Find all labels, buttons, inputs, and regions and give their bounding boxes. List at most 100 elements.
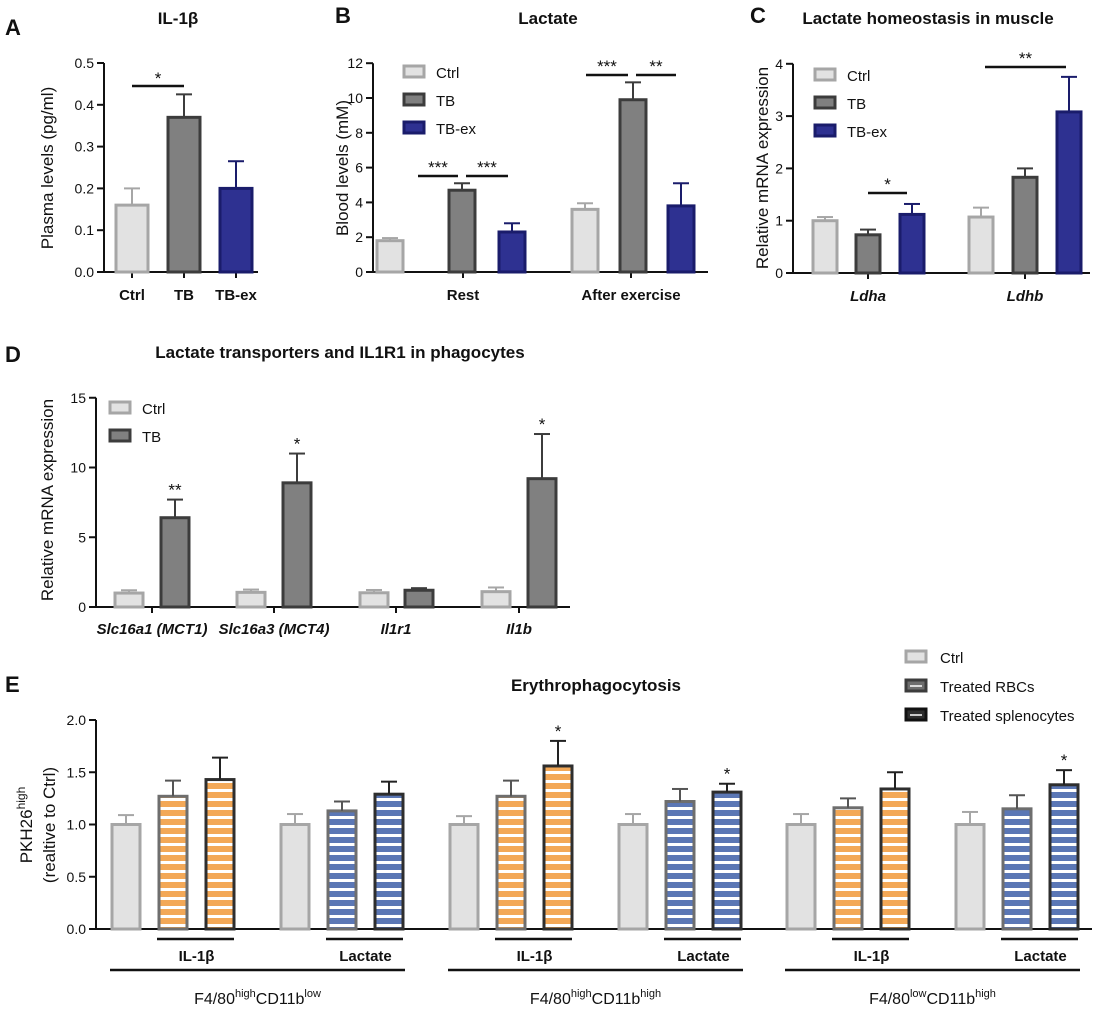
panel-c-bar-ctrl xyxy=(811,219,839,275)
panel-e-y-label: PKH26high xyxy=(14,787,36,864)
y-tick-label: 0.3 xyxy=(75,139,95,155)
panel-b-significance-label: ** xyxy=(649,57,663,76)
panel-e-bar xyxy=(373,792,405,931)
panel-b-error-bar xyxy=(577,202,593,210)
panel-e-error-bar xyxy=(793,813,809,825)
panel-b-title: Lactate xyxy=(518,9,578,28)
panel-b-significance-label: *** xyxy=(428,158,448,177)
y-tick-label: 4 xyxy=(355,194,363,210)
panel-c-y-label: Relative mRNA expression xyxy=(753,67,772,269)
panel-d-error-bar xyxy=(243,588,259,593)
panel-b-significance-label: *** xyxy=(597,57,617,76)
panel-e-group-label-part: CD11b xyxy=(592,991,641,1008)
panel-e-bar xyxy=(711,790,743,931)
panel-a-y-label: Plasma levels (pg/ml) xyxy=(38,87,57,250)
panel-e-error-bar xyxy=(962,810,978,825)
panel-e-bar xyxy=(1048,783,1080,931)
panel-e-treatment-label: Lactate xyxy=(1014,948,1067,965)
panel-c-error-bar xyxy=(904,202,920,215)
panel-d-category-label: Slc16a1 (MCT1) xyxy=(97,621,208,638)
panel-c-error-bar xyxy=(860,228,876,235)
y-tick-label: 10 xyxy=(347,90,363,106)
panel-a-bar-tb-ex xyxy=(218,186,254,274)
panel-b-bar-tb-ex xyxy=(666,204,696,274)
panel-c-significance-label: * xyxy=(884,175,891,194)
panel-e-significance-label: * xyxy=(1061,751,1068,770)
y-tick-label: 4 xyxy=(775,56,783,72)
panel-a-category-label: TB xyxy=(174,287,194,304)
legend-swatch-ctrl xyxy=(904,649,928,664)
panel-b-error-bar xyxy=(625,81,641,100)
panel-a-bar-ctrl xyxy=(114,203,150,274)
panel-e-bar xyxy=(664,800,696,931)
panel-e-treatment-label: IL-1β xyxy=(179,948,215,965)
y-tick-label: 1.5 xyxy=(67,764,87,780)
y-tick-label: 6 xyxy=(355,160,363,176)
panel-d-bar-ctrl xyxy=(480,590,512,609)
panel-e-bar xyxy=(204,778,236,931)
legend-label-treated-splenocytes: Treated splenocytes xyxy=(940,708,1075,725)
legend-swatch-ctrl xyxy=(813,67,837,82)
panel-e-treatment-label: IL-1β xyxy=(854,948,890,965)
panel-b-error-bar xyxy=(382,237,398,241)
y-tick-label: 12 xyxy=(347,55,363,71)
panel-d-category-label: Il1b xyxy=(506,621,532,638)
legend-swatch-ctrl xyxy=(108,400,132,415)
y-tick-label: 0.2 xyxy=(75,180,95,196)
panel-c-bar-ctrl xyxy=(967,215,995,275)
panel-d-title: Lactate transporters and IL1R1 in phagoc… xyxy=(155,343,524,362)
panel-e-bar xyxy=(617,823,649,931)
panel-d-bar-tb xyxy=(281,481,313,609)
panel-a-error-bar xyxy=(124,187,140,206)
panel-e-significance-label: * xyxy=(724,765,731,784)
panel-b-bar-ctrl xyxy=(375,239,405,274)
panel-d-bar-tb xyxy=(159,516,191,609)
y-tick-label: 0.0 xyxy=(75,264,95,280)
panel-e-group-label-part: low xyxy=(304,988,321,1000)
panel-d-error-bar xyxy=(534,433,550,479)
panel-b-bar-ctrl xyxy=(570,207,600,274)
legend-label-tb: TB xyxy=(436,93,455,110)
panel-d-bar-ctrl xyxy=(235,590,267,609)
panel-c-category-label: Ldha xyxy=(850,288,886,305)
panel-letter-b: B xyxy=(335,3,351,28)
panel-e-error-bar xyxy=(212,756,228,780)
panel-a-error-bar xyxy=(228,160,244,189)
panel-e-treatment-label: IL-1β xyxy=(517,948,553,965)
legend-swatch-tb xyxy=(108,428,132,443)
panel-letter-c: C xyxy=(750,3,766,28)
panel-e-bar xyxy=(542,764,574,931)
panel-e-significance-label: * xyxy=(555,722,562,741)
y-tick-label: 8 xyxy=(355,125,363,141)
panel-c-error-bar xyxy=(817,216,833,221)
panel-c-significance-label: ** xyxy=(1019,49,1033,68)
panel-d-error-bar xyxy=(366,588,382,593)
panel-d-bar-tb xyxy=(526,477,558,609)
panel-e-bar xyxy=(832,806,864,931)
panel-e-error-bar xyxy=(381,780,397,795)
panel-d-category-label: Il1r1 xyxy=(381,621,412,638)
legend-label-ctrl: Ctrl xyxy=(847,68,870,85)
panel-c-error-bar xyxy=(973,206,989,218)
panel-a-category-label: Ctrl xyxy=(119,287,145,304)
panel-e-group-label-part: F4/80 xyxy=(194,991,235,1008)
panel-c-bar-tb xyxy=(854,233,882,275)
panel-e-error-bar xyxy=(550,739,566,766)
legend-label-ctrl: Ctrl xyxy=(940,650,963,667)
panel-d-error-bar xyxy=(411,587,427,591)
panel-e-error-bar xyxy=(625,813,641,825)
legend-swatch-tb-ex xyxy=(813,123,837,138)
panel-e-group-label-part: high xyxy=(235,988,256,1000)
panel-e-group-label-part: high xyxy=(975,988,996,1000)
panel-c-title: Lactate homeostasis in muscle xyxy=(802,9,1053,28)
panel-c-bar-tb xyxy=(1011,175,1039,275)
panel-e-group-label-part: CD11b xyxy=(256,991,305,1008)
panel-e-bar xyxy=(785,823,817,931)
panel-b-y-label: Blood levels (mM) xyxy=(333,100,352,236)
panel-d-error-bar xyxy=(121,589,137,594)
y-tick-label: 0.1 xyxy=(75,222,95,238)
legend-label-ctrl: Ctrl xyxy=(142,401,165,418)
panel-c-category-label: Ldhb xyxy=(1007,288,1044,305)
panel-d-bar-ctrl xyxy=(113,591,145,609)
panel-b-error-bar xyxy=(673,182,689,206)
